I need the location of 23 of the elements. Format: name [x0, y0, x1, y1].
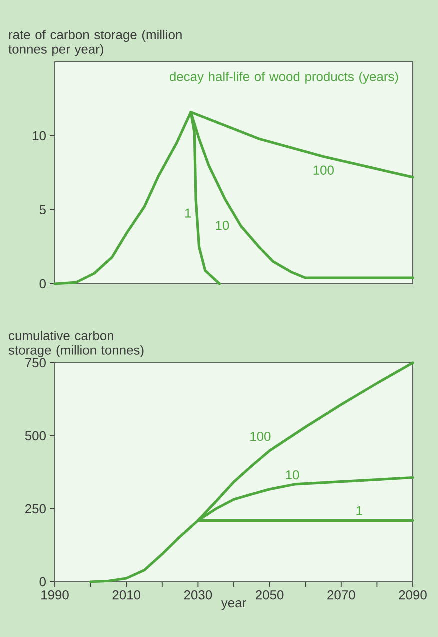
y-tick-label: 10 — [33, 131, 46, 141]
series-label: 10 — [216, 221, 230, 230]
x-tick-label: 1990 — [42, 590, 69, 600]
y-axis-title: cumulative carbon storage (million tonnes) — [8, 330, 144, 358]
x-tick-label: 2090 — [399, 590, 427, 600]
y-tick-label: 0 — [40, 279, 46, 289]
x-axis-title: year — [221, 600, 246, 610]
series-label: 10 — [286, 470, 300, 480]
x-tick-label: 2030 — [184, 590, 212, 600]
series-label: 1 — [356, 506, 362, 516]
y-tick-label: 0 — [40, 577, 46, 587]
y-tick-label: 750 — [26, 358, 46, 368]
series-label: 100 — [250, 432, 271, 442]
y-tick-label: 250 — [26, 504, 46, 514]
x-tick-label: 2010 — [112, 590, 140, 600]
y-tick-label: 500 — [25, 431, 46, 441]
y-axis-title: rate of carbon storage (million tonnes per year) — [8, 30, 182, 56]
series-label: 1 — [185, 208, 192, 218]
y-tick-label: 5 — [40, 205, 46, 215]
x-tick-label: 2050 — [256, 590, 284, 600]
legend-title: decay half-life of wood products (years) — [170, 72, 398, 84]
x-tick-label: 2070 — [328, 590, 356, 600]
series-label: 100 — [314, 166, 334, 175]
